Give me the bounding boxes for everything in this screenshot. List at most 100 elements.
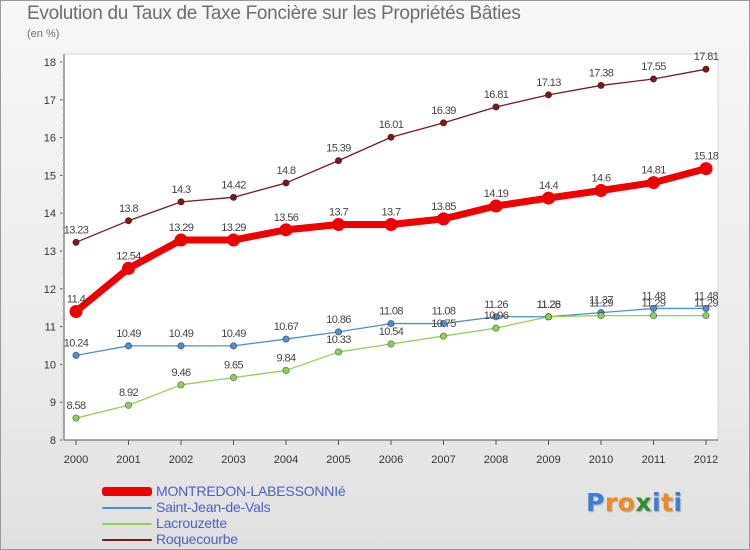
- legend-swatch-montredon: [102, 487, 152, 496]
- logo-letter: t: [661, 488, 674, 517]
- data-point: [649, 304, 658, 313]
- data-label: 11.29: [589, 298, 613, 310]
- logo-letter: P: [586, 488, 605, 517]
- data-label: 10.49: [116, 328, 141, 340]
- data-point: [699, 162, 713, 176]
- data-label: 9.65: [224, 360, 243, 372]
- data-label: 11.37: [589, 295, 613, 307]
- y-tick-label: 14: [44, 208, 56, 220]
- x-tick-label: 2003: [221, 454, 245, 466]
- legend-swatch-roquecourbe: [102, 539, 152, 541]
- x-tick-label: 2001: [116, 454, 140, 466]
- data-point: [492, 103, 500, 111]
- y-axis-unit: (en %): [27, 28, 60, 40]
- x-tick-label: 2008: [484, 454, 508, 466]
- data-label: 14.42: [221, 179, 246, 191]
- data-label: 14.8: [276, 165, 295, 177]
- data-point: [649, 312, 658, 320]
- data-point: [229, 342, 238, 350]
- data-label: 13.8: [119, 203, 138, 215]
- data-label: 12.54: [116, 250, 141, 262]
- x-tick-label: 2005: [326, 454, 350, 466]
- data-point: [124, 217, 133, 225]
- data-point: [542, 191, 555, 205]
- data-label: 14.81: [641, 165, 666, 177]
- data-label: 13.7: [329, 207, 348, 219]
- x-tick-label: 2011: [642, 454, 666, 466]
- data-label: 9.84: [276, 352, 295, 364]
- legend-label-lacrouzette: Lacrouzette: [156, 515, 227, 531]
- y-tick-label: 13: [44, 246, 56, 258]
- data-label: 11.26: [537, 299, 561, 311]
- data-point: [279, 223, 293, 237]
- data-label: 16.01: [379, 119, 404, 131]
- data-point: [597, 312, 605, 320]
- legend-label-roquecourbe: Roquecourbe: [156, 531, 238, 547]
- data-label: 13.29: [221, 222, 246, 234]
- data-label: 14.19: [484, 188, 509, 200]
- data-point: [227, 233, 240, 247]
- data-point: [124, 401, 133, 409]
- data-point: [334, 157, 343, 165]
- data-label: 17.81: [694, 51, 719, 63]
- data-point: [647, 176, 660, 190]
- data-label: 17.13: [536, 77, 561, 89]
- data-label: 13.56: [274, 212, 299, 224]
- data-point: [334, 348, 343, 356]
- logo-letter: i: [673, 488, 683, 517]
- y-tick-label: 15: [44, 170, 56, 182]
- y-tick-label: 9: [50, 397, 56, 409]
- data-point: [229, 374, 238, 382]
- data-point: [492, 324, 500, 332]
- data-label: 9.46: [171, 367, 190, 379]
- y-tick-label: 11: [45, 322, 56, 334]
- data-label: 13.7: [381, 207, 400, 219]
- data-label: 10.96: [484, 310, 509, 322]
- data-point: [282, 335, 290, 343]
- x-tick-label: 2002: [169, 454, 193, 466]
- data-label: 14.6: [591, 173, 610, 185]
- x-tick-label: 2007: [431, 454, 455, 466]
- y-tick-label: 16: [44, 133, 56, 145]
- data-label: 11.08: [432, 306, 456, 318]
- data-point: [702, 312, 710, 320]
- data-label: 11.48: [642, 290, 666, 302]
- data-label: 10.33: [326, 334, 351, 346]
- data-point: [174, 233, 188, 247]
- proxiti-logo[interactable]: Proxiti: [586, 488, 683, 517]
- data-label: 10.49: [169, 328, 194, 340]
- data-point: [437, 212, 450, 226]
- data-label: 16.81: [484, 89, 509, 101]
- data-point: [387, 340, 395, 348]
- data-label: 17.38: [589, 67, 614, 79]
- data-point: [439, 119, 448, 127]
- data-label: 11.29: [694, 298, 718, 310]
- data-point: [384, 218, 398, 232]
- y-tick-label: 18: [44, 57, 56, 69]
- data-label: 11.26: [484, 299, 508, 311]
- data-label: 16.39: [431, 105, 456, 117]
- data-label: 10.75: [431, 318, 456, 330]
- data-point: [332, 218, 345, 232]
- data-point: [124, 342, 133, 350]
- data-label: 14.4: [539, 180, 558, 192]
- data-point: [492, 313, 500, 321]
- data-point: [387, 133, 395, 141]
- data-point: [177, 381, 185, 389]
- data-point: [702, 304, 710, 313]
- data-point: [72, 351, 80, 359]
- data-point: [334, 328, 343, 336]
- legend-swatch-lacrouzette: [102, 523, 152, 525]
- x-tick-label: 2006: [379, 454, 403, 466]
- logo-letter: r: [604, 488, 618, 517]
- data-label: 10.24: [64, 337, 89, 349]
- data-point: [439, 332, 448, 340]
- y-tick-label: 10: [44, 359, 56, 371]
- x-tick-label: 2012: [694, 454, 718, 466]
- data-point: [177, 342, 185, 350]
- data-label: 17.55: [641, 61, 666, 73]
- data-point: [597, 81, 605, 90]
- legend-label-montredon: MONTREDON-LABESSONNIé: [156, 483, 346, 499]
- y-tick-label: 12: [44, 284, 56, 296]
